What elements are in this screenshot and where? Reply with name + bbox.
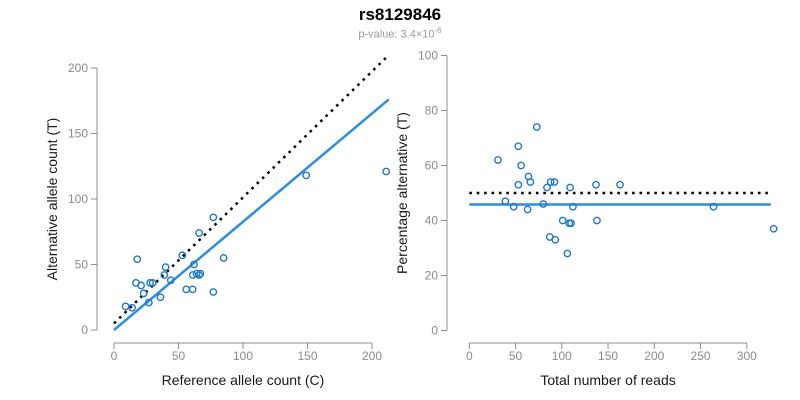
data-point xyxy=(160,271,169,279)
data-point xyxy=(144,298,153,307)
data-point xyxy=(523,205,532,214)
data-point xyxy=(121,302,130,311)
data-point xyxy=(302,171,311,180)
data-point xyxy=(178,251,187,260)
data-point xyxy=(546,178,555,186)
data-point xyxy=(195,229,204,237)
y-tick-label: 60 xyxy=(425,159,439,173)
data-point xyxy=(709,202,718,211)
x-tick-label: 50 xyxy=(509,349,523,363)
data-point xyxy=(539,200,548,208)
data-point xyxy=(592,180,600,189)
data-point xyxy=(209,213,218,222)
data-point xyxy=(209,288,218,296)
x-axis-title: Total number of reads xyxy=(540,372,675,388)
x-tick-label: 150 xyxy=(598,349,618,363)
data-point xyxy=(219,254,228,262)
data-point xyxy=(196,269,205,278)
data-point xyxy=(148,278,157,287)
data-point xyxy=(133,255,142,264)
pvalue-text: p-value: 3.4×10 xyxy=(358,28,435,41)
y-tick-label: 80 xyxy=(425,104,439,118)
data-point xyxy=(532,123,541,131)
data-point xyxy=(543,183,551,192)
data-point xyxy=(382,167,391,176)
x-tick-label: 200 xyxy=(644,349,664,363)
data-point xyxy=(509,202,518,211)
fitted-proportion-line xyxy=(113,98,390,331)
x-tick-label: 50 xyxy=(172,349,186,363)
y-tick-label: 0 xyxy=(431,324,438,338)
x-tick-label: 200 xyxy=(362,349,382,363)
data-point xyxy=(616,180,624,189)
x-tick-label: 150 xyxy=(297,349,317,363)
data-point xyxy=(166,276,175,285)
data-point xyxy=(182,285,191,294)
data-point xyxy=(593,216,601,225)
data-point xyxy=(551,235,560,244)
data-point xyxy=(190,260,198,269)
x-tick-label: 0 xyxy=(111,349,118,363)
data-point xyxy=(188,285,197,294)
y-axis-title: Percentage alternative (T) xyxy=(394,112,410,274)
data-point xyxy=(526,178,535,186)
x-axis-title: Reference allele count (C) xyxy=(162,372,325,388)
data-point xyxy=(514,180,523,189)
data-point xyxy=(146,278,155,287)
y-tick-label: 100 xyxy=(68,192,88,206)
data-point xyxy=(567,219,575,228)
y-tick-label: 100 xyxy=(418,49,438,63)
x-tick-label: 300 xyxy=(737,349,757,363)
data-point xyxy=(566,183,575,192)
data-point xyxy=(769,224,778,233)
y-tick-label: 0 xyxy=(81,323,88,337)
data-point xyxy=(137,281,145,290)
data-point xyxy=(514,142,523,151)
data-point xyxy=(139,289,148,298)
data-point xyxy=(494,156,502,164)
data-point xyxy=(558,216,567,225)
y-tick-label: 150 xyxy=(68,127,88,141)
data-point xyxy=(563,249,572,258)
data-point xyxy=(517,161,525,170)
expected-50pct-line xyxy=(113,56,388,325)
data-point xyxy=(550,178,559,186)
plot-subtitle: p-value: 3.4×10-6 xyxy=(0,26,800,41)
x-tick-label: 100 xyxy=(552,349,572,363)
data-point xyxy=(501,197,510,206)
x-tick-label: 250 xyxy=(691,349,711,363)
x-tick-label: 0 xyxy=(466,349,473,363)
data-point xyxy=(188,271,197,279)
x-tick-label: 100 xyxy=(233,349,253,363)
y-tick-label: 200 xyxy=(68,61,88,75)
y-tick-label: 20 xyxy=(425,269,439,283)
y-tick-label: 50 xyxy=(75,258,89,272)
data-point xyxy=(161,263,170,272)
data-point xyxy=(195,271,204,279)
data-point xyxy=(569,202,577,211)
y-tick-label: 40 xyxy=(425,214,439,228)
pvalue-exponent: -6 xyxy=(434,26,442,35)
data-point xyxy=(128,303,136,312)
data-point xyxy=(156,293,165,302)
plot-title: rs8129846 xyxy=(358,5,442,24)
y-axis-title: Alternative allele count (T) xyxy=(44,118,60,281)
